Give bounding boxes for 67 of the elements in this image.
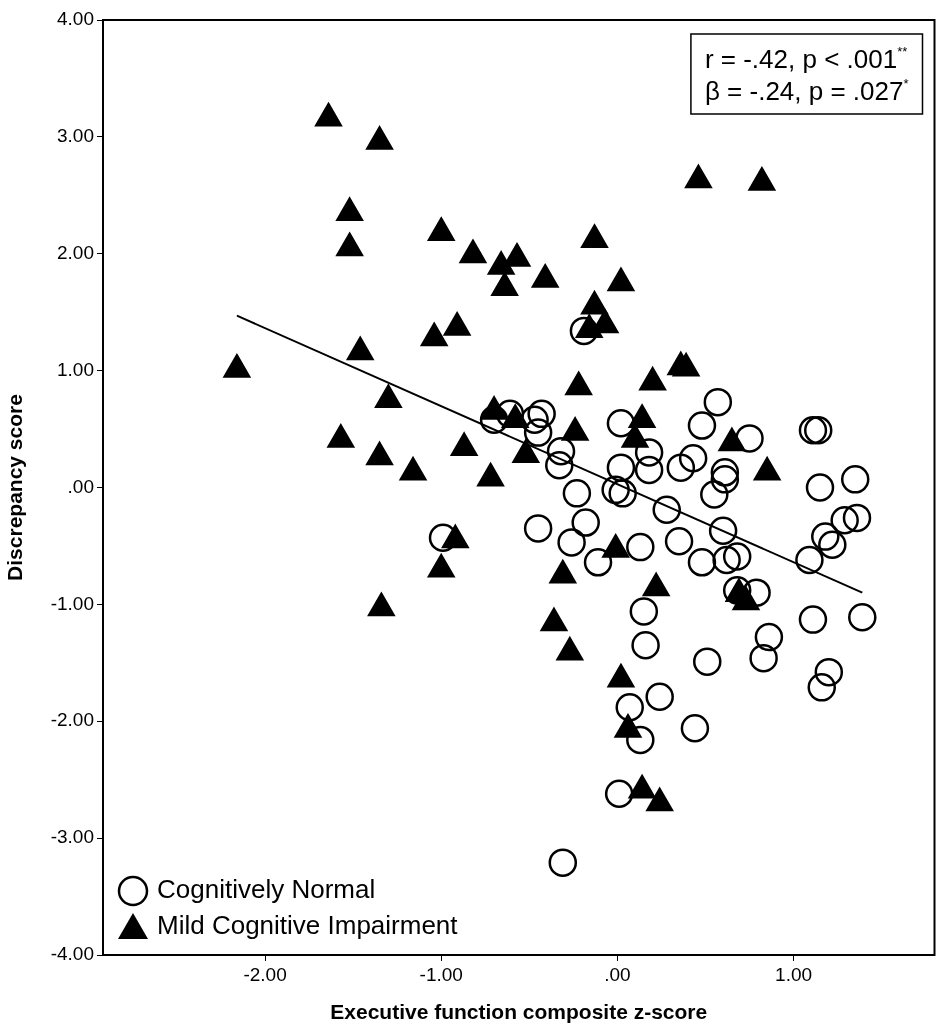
point — [367, 592, 395, 617]
point — [607, 267, 635, 292]
legend-label: Cognitively Normal — [157, 874, 376, 905]
point — [315, 102, 342, 127]
x-axis-title: Executive function composite z-score — [330, 1000, 708, 1024]
point — [441, 524, 469, 549]
point — [346, 336, 374, 361]
point — [443, 312, 471, 336]
point — [540, 607, 568, 632]
y-tick-label: .00 — [67, 475, 94, 497]
legend-label: Mild Cognitive Impairment — [157, 910, 459, 941]
point — [491, 272, 519, 296]
point — [459, 239, 487, 264]
point — [366, 441, 393, 466]
point — [672, 353, 700, 377]
y-axis-title: Discrepancy score — [3, 394, 27, 581]
point — [646, 787, 674, 812]
x-tick-label: 1.00 — [775, 963, 813, 985]
x-tick-label: -2.00 — [243, 963, 287, 985]
point — [561, 417, 589, 441]
point — [375, 384, 402, 409]
point — [327, 424, 355, 448]
point — [336, 232, 364, 257]
y-tick-label: 2.00 — [57, 241, 94, 263]
x-tick-label: -1.00 — [419, 963, 463, 985]
point — [487, 251, 515, 275]
y-tick-label: 3.00 — [57, 125, 94, 147]
point — [607, 663, 635, 688]
y-tick-label: -1.00 — [50, 592, 94, 614]
point — [718, 427, 746, 452]
point — [512, 439, 540, 464]
point — [639, 367, 667, 391]
point — [556, 637, 584, 661]
point — [565, 371, 593, 396]
y-tick-label: -3.00 — [50, 826, 94, 848]
annotation: β = -.24, p = .027* — [704, 76, 909, 106]
y-tick-label: -2.00 — [50, 709, 94, 731]
annotation: r = -.42, p < .001** — [704, 44, 908, 74]
point — [399, 457, 427, 481]
point — [427, 217, 455, 241]
point — [477, 462, 504, 487]
point — [628, 404, 656, 428]
point — [614, 714, 642, 738]
point — [366, 126, 393, 150]
point — [503, 243, 531, 267]
point — [575, 314, 603, 338]
x-tick-label: .00 — [604, 963, 631, 985]
point — [748, 167, 776, 191]
y-tick-label: -4.00 — [50, 943, 94, 965]
point — [223, 354, 251, 378]
point — [581, 291, 608, 315]
y-tick-label: 1.00 — [57, 358, 94, 380]
point — [602, 534, 630, 558]
point — [753, 457, 781, 481]
point — [480, 396, 508, 420]
point — [501, 404, 529, 428]
point — [531, 264, 559, 288]
point — [420, 322, 448, 347]
point — [549, 559, 577, 584]
point — [581, 224, 608, 248]
point — [336, 197, 364, 222]
y-tick-label: 4.00 — [57, 8, 94, 30]
point — [685, 164, 712, 189]
point — [450, 432, 478, 457]
point — [642, 572, 670, 597]
point — [427, 554, 455, 578]
point — [628, 774, 656, 799]
